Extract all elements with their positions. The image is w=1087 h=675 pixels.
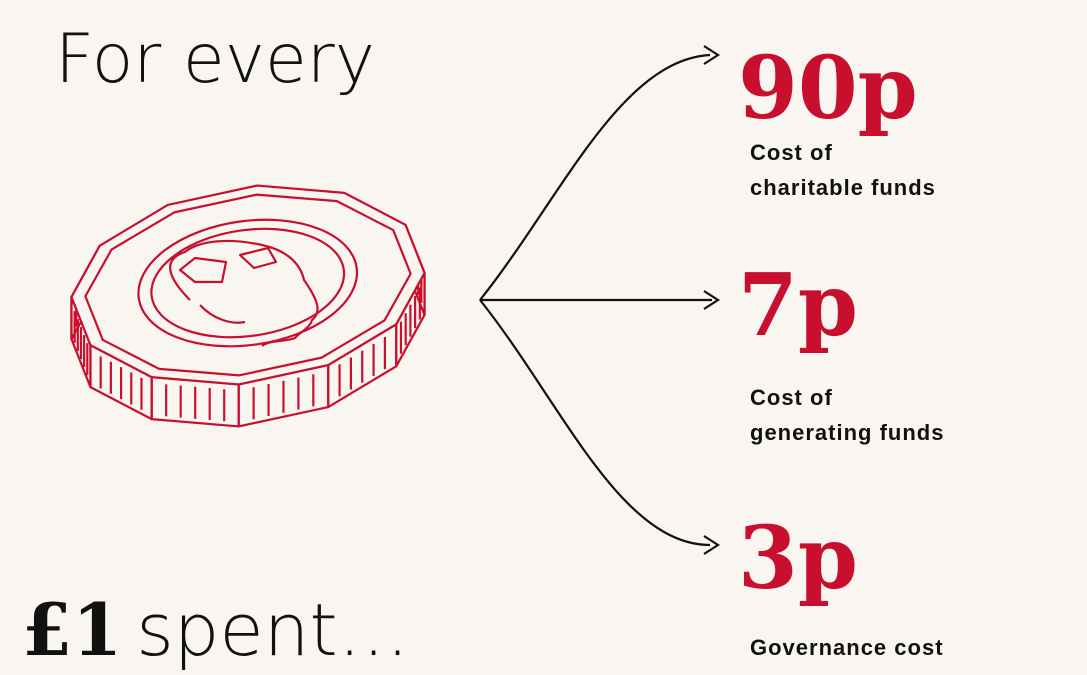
heading-spent: spent… xyxy=(136,588,409,672)
item-amount: 3p xyxy=(738,508,858,609)
item-amount: 90p xyxy=(738,38,918,139)
page: For every £1spent… 90pCost ofcharitable … xyxy=(0,0,1087,675)
infographic: For every £1spent… 90pCost ofcharitable … xyxy=(0,0,1087,675)
item-label: Cost of xyxy=(750,385,833,410)
heading-top: For every xyxy=(55,20,375,99)
item-label: Governance cost xyxy=(750,635,944,660)
item-amount: 7p xyxy=(738,255,858,356)
item-label: Cost of xyxy=(750,140,833,165)
item-label: generating funds xyxy=(750,420,944,445)
heading-amount: £1 xyxy=(22,587,122,672)
item-label: charitable funds xyxy=(750,175,936,200)
